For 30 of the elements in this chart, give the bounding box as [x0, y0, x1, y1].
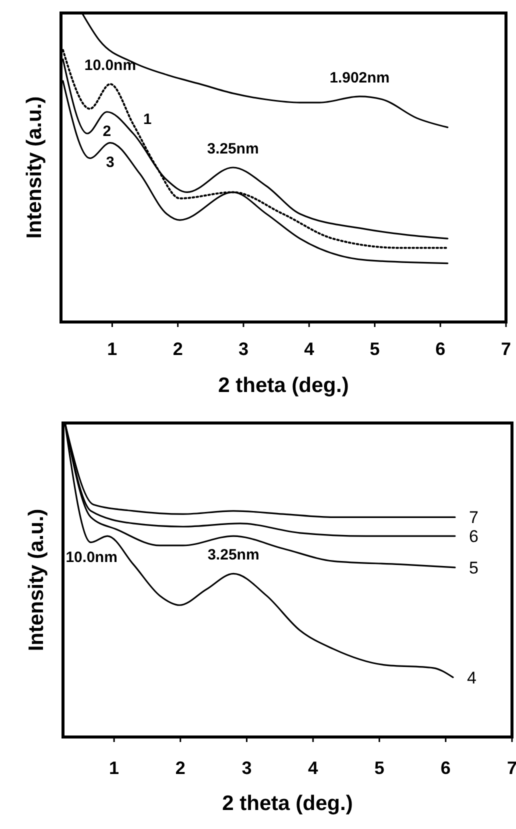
x-tick-label: 5 [374, 758, 384, 778]
annotation: 1.902nm [330, 69, 390, 86]
series-label: 3 [106, 154, 114, 171]
x-axis-title: 2 theta (deg.) [218, 374, 349, 397]
series-label: 2 [102, 122, 112, 140]
x-axis-title: 2 theta (deg.) [222, 792, 353, 815]
annotation: 10.0nm [84, 57, 136, 74]
x-tick-label: 6 [435, 339, 446, 359]
annotation: 3.25nm [208, 546, 260, 564]
x-tick-label: 2 [172, 339, 183, 359]
x-tick-label: 7 [506, 758, 516, 778]
x-tick-label: 6 [440, 758, 451, 778]
annotation: 3.25nm [207, 140, 259, 158]
series-label: 5 [468, 558, 478, 578]
y-axis-title: Intensity (a.u.) [25, 508, 48, 652]
x-tick-label: 4 [308, 758, 318, 778]
x-tick-label: 7 [500, 339, 512, 359]
x-tick-label: 3 [238, 339, 248, 359]
x-tick-label: 4 [304, 339, 314, 359]
series-label: 6 [468, 527, 478, 546]
x-tick-label: 1 [107, 339, 118, 359]
series-label: 1 [143, 111, 152, 128]
series-label: 4 [466, 668, 476, 688]
x-tick-label: 3 [242, 758, 252, 778]
series-label: 7 [468, 508, 478, 528]
annotation: 10.0nm [66, 549, 118, 566]
x-tick-label: 5 [370, 339, 380, 359]
x-tick-label: 2 [175, 758, 186, 778]
x-tick-label: 1 [109, 758, 120, 778]
y-axis-title: Intensity (a.u.) [23, 96, 46, 239]
